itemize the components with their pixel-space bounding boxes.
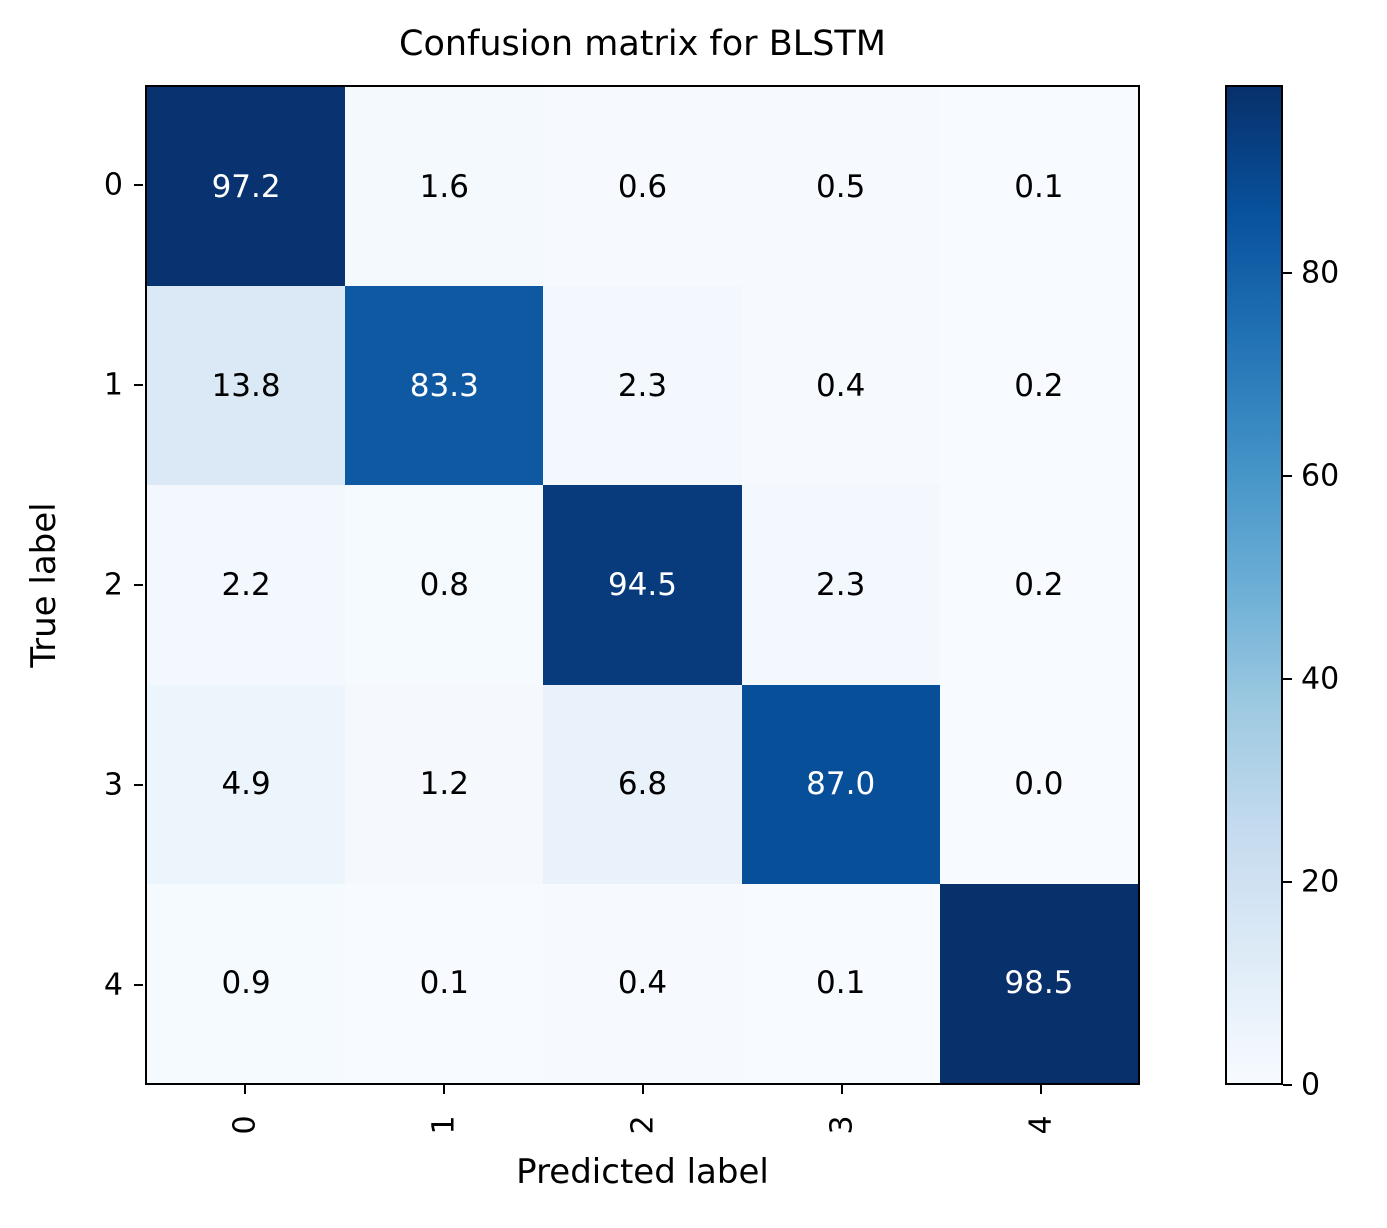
matrix-cell-r0-c1: 1.6 [345,87,544,287]
matrix-cell-r2-c2: 94.5 [543,485,742,685]
matrix-cell-r3-c2: 6.8 [543,684,742,884]
colorbar-ticks: 0 20 40 60 80 [1283,85,1387,1103]
matrix-cell-r4-c3: 0.1 [741,883,940,1083]
y-tick-label-3: 3 [103,767,123,803]
matrix-cell-r0-c2: 0.6 [543,87,742,287]
y-tick-mark [134,984,143,986]
heatmap-grid: 97.2 1.6 0.6 0.5 0.1 13.8 83.3 2.3 0.4 0.2 2.2 0.8 9… [147,87,1138,1083]
x-tick-mark [641,1085,644,1094]
colorbar-tick-label-0: 0 [1301,1067,1321,1103]
matrix-cell-r1-c3: 0.4 [741,286,940,486]
matrix-cell-r0-c4: 0.1 [939,87,1138,287]
y-tick-mark [134,584,143,586]
y-axis-ticks: 0 1 2 3 4 [0,85,143,1085]
matrix-cell-r4-c4: 98.5 [939,883,1138,1083]
matrix-cell-r1-c2: 2.3 [543,286,742,486]
x-tick-mark [840,1085,843,1094]
matrix-cell-r1-c0: 13.8 [147,286,346,486]
y-tick-label-0: 0 [103,167,123,203]
colorbar-tick-mark [1283,474,1292,477]
x-tick-label-4: 4 [1023,1115,1058,1135]
colorbar-tick-mark [1283,271,1292,274]
matrix-cell-r3-c4: 0.0 [939,684,1138,884]
x-tick-mark [243,1085,246,1094]
matrix-cell-r0-c0: 97.2 [147,87,346,287]
colorbar-tick-label-40: 40 [1301,661,1340,697]
matrix-cell-r4-c1: 0.1 [345,883,544,1083]
matrix-cell-r2-c3: 2.3 [741,485,940,685]
x-tick-label-1: 1 [426,1115,461,1135]
x-tick-label-0: 0 [227,1115,262,1135]
x-axis-ticks: 0 1 2 3 4 [145,1085,1140,1160]
matrix-cell-r2-c1: 0.8 [345,485,544,685]
matrix-cell-r4-c2: 0.4 [543,883,742,1083]
matrix-cell-r1-c4: 0.2 [939,286,1138,486]
x-tick-label-3: 3 [824,1115,859,1135]
y-tick-mark [134,784,143,786]
matrix-cell-r0-c3: 0.5 [741,87,940,287]
matrix-cell-r4-c0: 0.9 [147,883,346,1083]
matrix-cell-r2-c0: 2.2 [147,485,346,685]
matrix-cell-r1-c1: 83.3 [345,286,544,486]
y-tick-mark [134,384,143,386]
colorbar [1225,85,1283,1085]
matrix-cell-r3-c1: 1.2 [345,684,544,884]
colorbar-tick-label-80: 80 [1301,255,1340,291]
y-tick-label-4: 4 [103,967,123,1003]
matrix-cell-r2-c4: 0.2 [939,485,1138,685]
colorbar-tick-mark [1283,880,1292,883]
matrix-cell-r3-c3: 87.0 [741,684,940,884]
x-tick-mark [442,1085,445,1094]
colorbar-tick-mark [1283,677,1292,680]
heatmap-plot-area: 97.2 1.6 0.6 0.5 0.1 13.8 83.3 2.3 0.4 0.2 2.2 0.8 9… [145,85,1140,1085]
y-axis-label: True label [24,502,64,668]
x-tick-mark [1039,1085,1042,1094]
colorbar-tick-mark [1283,1084,1292,1086]
y-tick-label-2: 2 [103,567,123,603]
x-axis-label: Predicted label [516,1152,769,1192]
colorbar-tick-label-20: 20 [1301,864,1340,900]
x-tick-label-2: 2 [625,1115,660,1135]
colorbar-tick-label-60: 60 [1301,458,1340,494]
matrix-cell-r3-c0: 4.9 [147,684,346,884]
y-tick-label-1: 1 [103,367,123,403]
y-tick-mark [134,184,143,186]
chart-title: Confusion matrix for BLSTM [399,24,886,64]
